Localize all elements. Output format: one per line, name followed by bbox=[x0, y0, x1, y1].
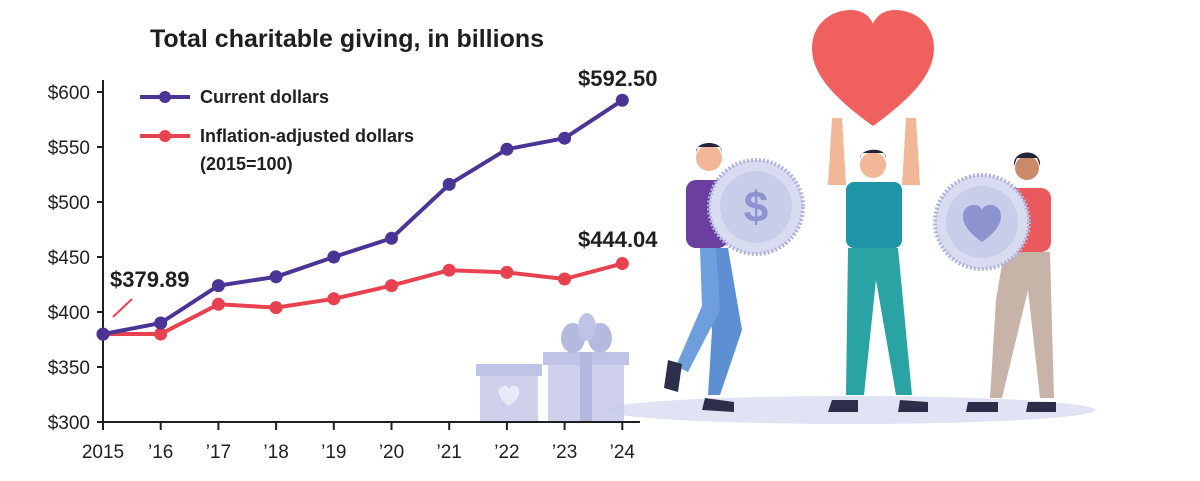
y-tick-label: $500 bbox=[48, 193, 90, 214]
data-point-0-7 bbox=[500, 142, 514, 156]
dollar-coin-icon: $ bbox=[707, 158, 805, 256]
y-tick-label: $400 bbox=[48, 303, 90, 324]
x-tick-label: ’21 bbox=[437, 442, 462, 463]
axes: $300 $350 $400 $450 $500 $550 $600 2015 ’16 ’17 ’… bbox=[48, 80, 640, 463]
data-point-1-3 bbox=[269, 301, 283, 315]
illustration: $ bbox=[476, 10, 1095, 424]
y-tick-label: $550 bbox=[48, 138, 90, 159]
callout-current-2024: $592.50 bbox=[578, 66, 658, 91]
data-point-0-4 bbox=[327, 250, 341, 264]
svg-text:$: $ bbox=[744, 183, 768, 232]
legend-marker-current bbox=[159, 91, 171, 103]
heart-coin-icon bbox=[933, 173, 1031, 271]
data-point-0-2 bbox=[211, 279, 225, 293]
callout-2015: $379.89 bbox=[110, 267, 190, 292]
data-point-0-0 bbox=[96, 327, 110, 341]
x-tick-label: ’23 bbox=[552, 442, 577, 463]
legend-item-current: Current dollars bbox=[140, 87, 329, 107]
legend: Current dollars Inflation-adjusted dolla… bbox=[140, 87, 414, 174]
x-tick-label: ’17 bbox=[206, 442, 231, 463]
callout-adjusted-2024: $444.04 bbox=[578, 227, 658, 252]
data-point-0-8 bbox=[558, 131, 572, 145]
data-point-1-5 bbox=[385, 279, 398, 293]
series-line-0 bbox=[101, 98, 625, 337]
data-point-0-5 bbox=[385, 231, 398, 245]
data-point-1-9 bbox=[615, 257, 629, 271]
series-layer bbox=[96, 93, 629, 341]
data-point-1-6 bbox=[442, 263, 456, 277]
chart-title: Total charitable giving, in billions bbox=[150, 25, 544, 53]
y-tick-label: $300 bbox=[48, 413, 90, 434]
legend-item-adjusted: Inflation-adjusted dollars (2015=100) bbox=[140, 126, 414, 174]
person-icon bbox=[828, 118, 928, 412]
data-point-0-9 bbox=[615, 93, 629, 107]
legend-marker-adjusted bbox=[159, 130, 171, 142]
y-ticks: $300 $350 $400 $450 $500 $550 $600 bbox=[48, 83, 103, 434]
heart-icon bbox=[812, 10, 934, 126]
data-point-0-3 bbox=[269, 270, 283, 284]
x-tick-label: ’19 bbox=[321, 442, 346, 463]
data-point-0-1 bbox=[154, 316, 168, 330]
x-ticks: 2015 ’16 ’17 ’18 ’19 ’20 ’21 ’22 ’23 ’24 bbox=[82, 422, 636, 463]
data-point-0-6 bbox=[442, 177, 456, 191]
data-point-1-7 bbox=[500, 265, 514, 279]
x-tick-label: ’20 bbox=[379, 442, 404, 463]
y-tick-label: $350 bbox=[48, 358, 90, 379]
y-tick-label: $600 bbox=[48, 83, 90, 104]
x-tick-label: ’22 bbox=[494, 442, 519, 463]
data-point-1-1 bbox=[154, 327, 168, 341]
data-point-1-8 bbox=[558, 272, 572, 286]
y-tick-label: $450 bbox=[48, 248, 90, 269]
callout-2015-leader bbox=[112, 298, 133, 318]
legend-label-current: Current dollars bbox=[200, 87, 329, 107]
x-tick-label: ’16 bbox=[148, 442, 173, 463]
gift-box-icon bbox=[476, 313, 629, 422]
data-point-1-4 bbox=[327, 292, 341, 306]
series-line-1 bbox=[101, 261, 625, 337]
legend-label-adjusted-line2: (2015=100) bbox=[200, 154, 293, 174]
data-point-1-2 bbox=[211, 297, 225, 311]
x-tick-label: 2015 bbox=[82, 442, 124, 463]
legend-label-adjusted-line1: Inflation-adjusted dollars bbox=[200, 126, 414, 146]
x-tick-label: ’24 bbox=[610, 442, 636, 463]
x-tick-label: ’18 bbox=[263, 442, 288, 463]
